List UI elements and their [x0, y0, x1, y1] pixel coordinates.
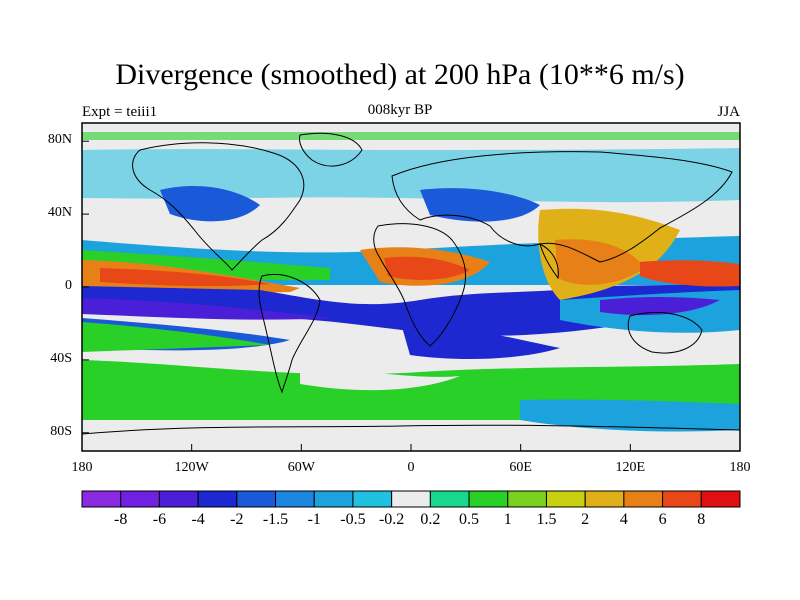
experiment-label: Expt = teiii1: [82, 104, 158, 120]
colorbar-swatch: [81, 490, 122, 508]
eurasia-outline: [391, 151, 733, 263]
field-band: [82, 132, 740, 140]
latitude-tick-label: 80S: [50, 423, 72, 439]
field-band: [82, 322, 270, 352]
colorbar-label: -0.2: [378, 511, 405, 528]
colorbar-swatch: [275, 490, 315, 508]
field-band: [400, 320, 560, 360]
longitude-tick-label: 180: [729, 460, 751, 475]
field-band: [82, 148, 740, 203]
field-band: [100, 268, 270, 287]
divergence-field: [82, 123, 740, 451]
field-band: [420, 188, 540, 222]
greenland-outline: [299, 132, 363, 167]
colorbar-label: -6: [152, 511, 167, 528]
latitude-tick-label: 40S: [50, 350, 72, 366]
colorbar-swatch: [158, 490, 199, 508]
longitude-tick-label: 180: [71, 460, 93, 475]
colorbar-swatch: [700, 490, 741, 508]
plot-title: Divergence (smoothed) at 200 hPa (10**6 …: [115, 58, 685, 91]
colorbar-label: 0.5: [459, 511, 480, 528]
colorbar-swatch: [120, 490, 160, 508]
field-band: [160, 185, 260, 222]
colorbar-swatch: [197, 490, 238, 508]
coastlines: [82, 132, 740, 435]
australia-outline: [627, 311, 703, 354]
india-outline: [539, 243, 559, 280]
colorbar-swatch: [662, 490, 702, 508]
colorbar-swatch: [352, 490, 393, 508]
colorbar-swatch: [507, 490, 547, 508]
colorbar-label: 4: [619, 511, 628, 528]
antarctica-outline: [82, 424, 740, 435]
field-band: [384, 256, 470, 280]
field-band: [82, 298, 330, 320]
longitude-tick-label: 120E: [615, 460, 646, 475]
colorbar-swatch: [391, 490, 431, 508]
colorbar-swatch: [584, 490, 625, 508]
colorbar-label: 0.2: [420, 511, 441, 528]
colorbar-label: 8: [697, 511, 706, 528]
colorbar-label: -1: [307, 511, 321, 528]
colorbar-swatch: [468, 490, 509, 508]
longitude-tick-label: 60E: [509, 460, 532, 475]
field-band: [600, 297, 720, 316]
field-band: [300, 366, 460, 391]
colorbar-label: -0.5: [340, 511, 366, 528]
colorbar-label: 1.5: [536, 511, 557, 528]
colorbar-label: -1.5: [262, 511, 289, 528]
colorbar-label: -4: [191, 511, 205, 528]
season-label: JJA: [717, 104, 740, 120]
longitude-tick-label: 60W: [287, 460, 315, 475]
latitude-tick-label: 40N: [47, 205, 72, 221]
colorbar-swatch: [313, 490, 354, 508]
axis-ticks: [81, 140, 741, 451]
latitude-tick-label: 80N: [47, 132, 72, 148]
colorbar-swatch: [545, 490, 586, 508]
field-band: [520, 399, 740, 432]
africa-outline: [373, 223, 466, 347]
colorbar-label: -8: [114, 511, 128, 528]
colorbar-label: 2: [581, 511, 590, 528]
longitude-tick-label: 0: [407, 460, 415, 475]
latitude-tick-label: 0: [65, 278, 72, 293]
longitude-tick-label: 120W: [174, 460, 209, 475]
colorbar-label: 6: [658, 511, 667, 528]
colorbar-label: -2: [230, 511, 244, 528]
colorbar-swatch: [429, 490, 470, 508]
time-label: 008kyr BP: [367, 102, 433, 118]
field-band: [640, 260, 740, 287]
north-america-outline: [132, 142, 305, 271]
colorbar-label: 1: [503, 511, 512, 528]
south-america-outline: [258, 274, 321, 394]
colorbar-swatch: [236, 490, 277, 508]
colorbar-swatch: [623, 490, 664, 508]
